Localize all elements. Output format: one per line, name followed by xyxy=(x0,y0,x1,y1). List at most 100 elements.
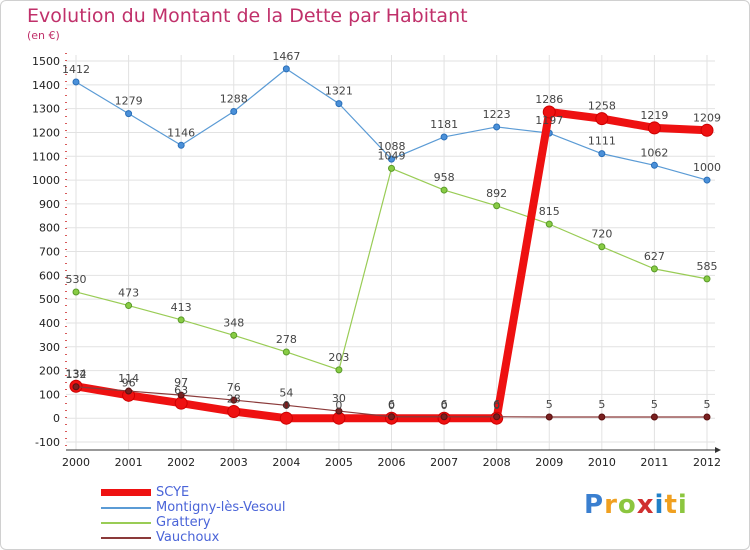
x-tick-label: 2006 xyxy=(378,456,406,469)
data-point-vauchoux xyxy=(230,396,238,404)
data-label-vauchoux: 6 xyxy=(388,398,395,411)
data-label-montigny: 1111 xyxy=(588,135,616,148)
data-label-montigny: 1412 xyxy=(62,63,90,76)
data-point-montigny xyxy=(598,150,606,158)
series-montigny xyxy=(72,65,711,184)
data-point-scye xyxy=(700,123,714,137)
data-label-grattery: 627 xyxy=(644,250,665,263)
data-label-vauchoux: 76 xyxy=(227,381,241,394)
series-vauchoux xyxy=(72,383,711,421)
x-tick-label: 2008 xyxy=(483,456,511,469)
data-point-grattery xyxy=(493,202,501,210)
data-point-vauchoux xyxy=(545,413,553,421)
legend-swatch-montigny xyxy=(101,507,151,509)
data-label-scye: 0 xyxy=(335,399,342,412)
data-label-scye: 0 xyxy=(283,399,290,412)
x-tick-label: 2005 xyxy=(325,456,353,469)
data-point-montigny xyxy=(388,155,395,163)
data-point-grattery xyxy=(125,302,133,310)
data-point-montigny xyxy=(493,123,501,131)
y-tick-label: 600 xyxy=(39,269,60,282)
data-point-montigny xyxy=(703,176,711,184)
data-label-montigny: 1181 xyxy=(430,118,458,131)
data-point-montigny xyxy=(282,65,290,73)
data-point-vauchoux xyxy=(335,407,343,415)
legend-label-vauchoux: Vauchoux xyxy=(156,530,220,545)
y-tick-label: 200 xyxy=(39,365,60,378)
data-point-montigny xyxy=(125,110,133,118)
y-tick-label: 300 xyxy=(39,341,60,354)
x-tick-label: 2000 xyxy=(62,456,90,469)
data-point-grattery xyxy=(282,348,290,356)
data-label-scye: 1209 xyxy=(693,111,721,124)
data-label-scye: 134 xyxy=(66,367,87,380)
y-tick-label: 1400 xyxy=(32,79,60,92)
logo-letter: t xyxy=(664,490,678,520)
data-point-scye xyxy=(279,411,293,425)
data-label-montigny: 1088 xyxy=(378,140,406,153)
data-label-vauchoux: 30 xyxy=(332,392,346,405)
data-point-scye xyxy=(595,112,609,126)
data-label-vauchoux: 54 xyxy=(279,386,293,399)
logo-letter: o xyxy=(617,490,637,520)
data-label-montigny: 1288 xyxy=(220,92,248,105)
data-label-montigny: 1197 xyxy=(535,114,563,127)
data-label-scye: 0 xyxy=(493,399,500,412)
data-label-vauchoux: 6 xyxy=(493,398,500,411)
data-label-scye: 1219 xyxy=(640,109,668,122)
legend-swatch-vauchoux xyxy=(101,537,151,539)
data-label-vauchoux: 5 xyxy=(651,398,658,411)
data-point-grattery xyxy=(703,275,711,283)
data-point-montigny xyxy=(230,107,238,115)
x-tick-label: 2012 xyxy=(693,456,721,469)
data-point-vauchoux xyxy=(177,391,185,399)
legend-swatch-grattery xyxy=(101,522,151,524)
chart-title: Evolution du Montant de la Dette par Hab… xyxy=(27,5,468,27)
logo-letter: i xyxy=(654,490,665,520)
x-tick-label: 2004 xyxy=(272,456,300,469)
data-label-vauchoux: 5 xyxy=(598,398,605,411)
data-label-vauchoux: 114 xyxy=(118,372,139,385)
data-point-grattery xyxy=(335,366,343,374)
data-point-grattery xyxy=(598,243,606,251)
y-tick-label: 1100 xyxy=(32,150,60,163)
x-axis-arrow xyxy=(715,447,721,453)
data-label-grattery: 958 xyxy=(434,171,455,184)
data-label-grattery: 585 xyxy=(697,260,718,273)
data-label-scye: 63 xyxy=(174,384,188,397)
y-tick-label: 500 xyxy=(39,293,60,306)
data-label-vauchoux: 132 xyxy=(66,368,87,381)
y-tick-label: 0 xyxy=(53,412,60,425)
legend-label-scye: SCYE xyxy=(156,485,190,500)
data-label-grattery: 348 xyxy=(223,316,244,329)
data-label-vauchoux: 5 xyxy=(546,398,553,411)
data-label-grattery: 720 xyxy=(591,228,612,241)
x-tick-label: 2011 xyxy=(640,456,668,469)
data-point-grattery xyxy=(440,186,448,194)
logo-letter: i xyxy=(677,490,688,520)
y-tick-label: -100 xyxy=(35,436,60,449)
data-point-montigny xyxy=(650,161,658,169)
y-tick-label: 1200 xyxy=(32,126,60,139)
data-point-vauchoux xyxy=(493,413,501,421)
data-label-grattery: 530 xyxy=(66,273,87,286)
data-label-montigny: 1146 xyxy=(167,126,195,139)
data-label-grattery: 413 xyxy=(171,301,192,314)
data-label-scye: 1258 xyxy=(588,100,616,113)
data-point-grattery xyxy=(388,164,395,172)
data-label-montigny: 1321 xyxy=(325,85,353,98)
data-point-vauchoux xyxy=(282,401,290,409)
data-label-grattery: 892 xyxy=(486,187,507,200)
data-label-montigny: 1223 xyxy=(483,108,511,121)
data-point-grattery xyxy=(545,220,553,228)
legend-label-grattery: Grattery xyxy=(156,515,211,530)
x-tick-label: 2002 xyxy=(167,456,195,469)
y-tick-label: 700 xyxy=(39,246,60,259)
x-tick-label: 2001 xyxy=(115,456,143,469)
y-tick-label: 1500 xyxy=(32,55,60,68)
x-tick-label: 2009 xyxy=(535,456,563,469)
x-tick-label: 2003 xyxy=(220,456,248,469)
data-point-montigny xyxy=(440,133,448,141)
